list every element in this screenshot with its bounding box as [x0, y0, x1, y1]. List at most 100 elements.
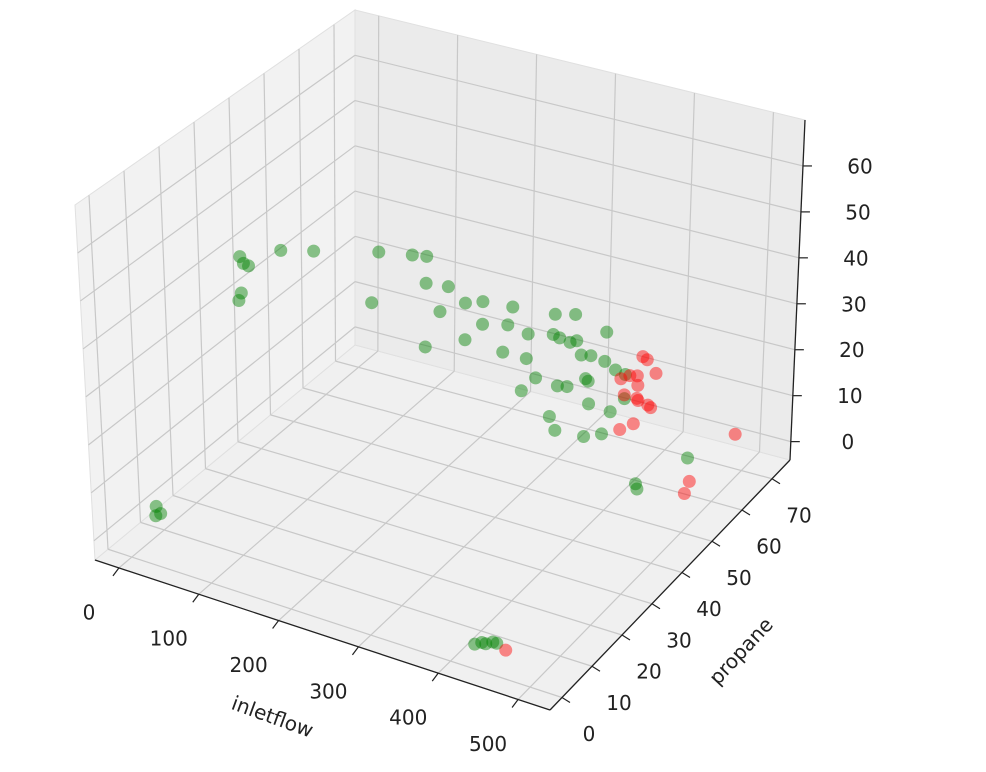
point — [475, 635, 489, 649]
grid-line — [270, 414, 713, 542]
grid-line — [517, 451, 760, 700]
grid-line — [758, 112, 775, 452]
point — [577, 430, 591, 444]
point — [307, 244, 321, 258]
grid-line — [278, 390, 531, 621]
grid-line — [354, 326, 791, 443]
point — [582, 397, 596, 411]
tick-mark — [621, 634, 631, 641]
point — [521, 327, 535, 341]
point — [479, 637, 493, 651]
grid-line — [606, 73, 617, 412]
point — [519, 352, 533, 366]
point — [242, 259, 256, 273]
tick-mark — [351, 646, 359, 656]
point — [631, 394, 645, 408]
point — [617, 388, 631, 402]
point — [603, 405, 617, 419]
point — [594, 427, 608, 441]
grid-line — [123, 170, 142, 523]
x-axis — [94, 559, 551, 711]
grid-line — [198, 370, 455, 595]
point — [630, 482, 644, 496]
grid-line — [437, 431, 684, 674]
point — [677, 486, 691, 500]
grid-line — [263, 73, 272, 415]
point — [233, 250, 247, 264]
grid-line — [237, 441, 683, 574]
grid-line — [90, 281, 356, 494]
grid-line — [529, 54, 538, 392]
point — [501, 318, 515, 332]
point — [574, 348, 588, 362]
point — [548, 423, 562, 437]
point — [542, 410, 556, 424]
point — [682, 474, 696, 488]
point — [681, 451, 695, 465]
y-axis-label: propane — [704, 613, 778, 690]
point — [641, 398, 655, 412]
tick-mark — [561, 696, 571, 704]
point — [553, 331, 567, 345]
grid-line — [335, 360, 773, 480]
z-tick-label: 60 — [847, 154, 872, 178]
tick-mark — [741, 509, 751, 516]
point — [600, 325, 614, 339]
point — [496, 345, 510, 359]
point — [476, 295, 490, 309]
point — [623, 369, 637, 383]
grid-line — [118, 350, 379, 569]
point — [149, 509, 163, 523]
point — [579, 372, 593, 386]
z-tick-label: 10 — [837, 384, 862, 408]
z-tick-label: 20 — [839, 338, 864, 362]
point — [514, 384, 528, 398]
point — [640, 353, 654, 367]
point — [598, 354, 612, 368]
grid-line — [358, 411, 608, 648]
tick-mark — [112, 567, 120, 577]
point — [570, 334, 584, 348]
grid-line — [93, 326, 356, 542]
point — [232, 293, 246, 307]
point — [418, 340, 432, 354]
grid-line — [88, 195, 109, 550]
x-tick-label: 100 — [150, 627, 188, 651]
tick-mark — [192, 593, 200, 603]
tick-mark — [651, 603, 661, 610]
point — [236, 256, 250, 270]
grid-line — [682, 92, 696, 432]
grid-line — [205, 468, 653, 605]
grid-line — [228, 97, 239, 442]
point — [626, 417, 640, 431]
y-tick-label: 50 — [726, 566, 751, 590]
point — [154, 507, 168, 521]
point — [420, 249, 434, 263]
grid-line — [140, 521, 593, 667]
tick-mark — [681, 571, 691, 579]
point — [405, 248, 419, 262]
grid-line — [107, 548, 563, 699]
y-tick-label: 60 — [756, 535, 781, 559]
point — [458, 296, 472, 310]
point — [560, 380, 574, 394]
point — [608, 363, 622, 377]
grid-line — [354, 235, 796, 351]
point — [630, 391, 644, 405]
x-tick-label: 200 — [230, 653, 268, 677]
x-tick-label: 500 — [469, 732, 507, 756]
grid-line — [354, 99, 802, 213]
point — [649, 366, 663, 380]
grid-line — [354, 190, 798, 305]
point — [234, 286, 248, 300]
grid-line — [377, 15, 380, 352]
point — [584, 349, 598, 363]
point — [644, 401, 658, 415]
tick-mark — [771, 478, 781, 485]
point — [506, 300, 520, 314]
point — [636, 350, 650, 364]
grid-line — [193, 122, 207, 469]
grid-line — [453, 35, 459, 372]
